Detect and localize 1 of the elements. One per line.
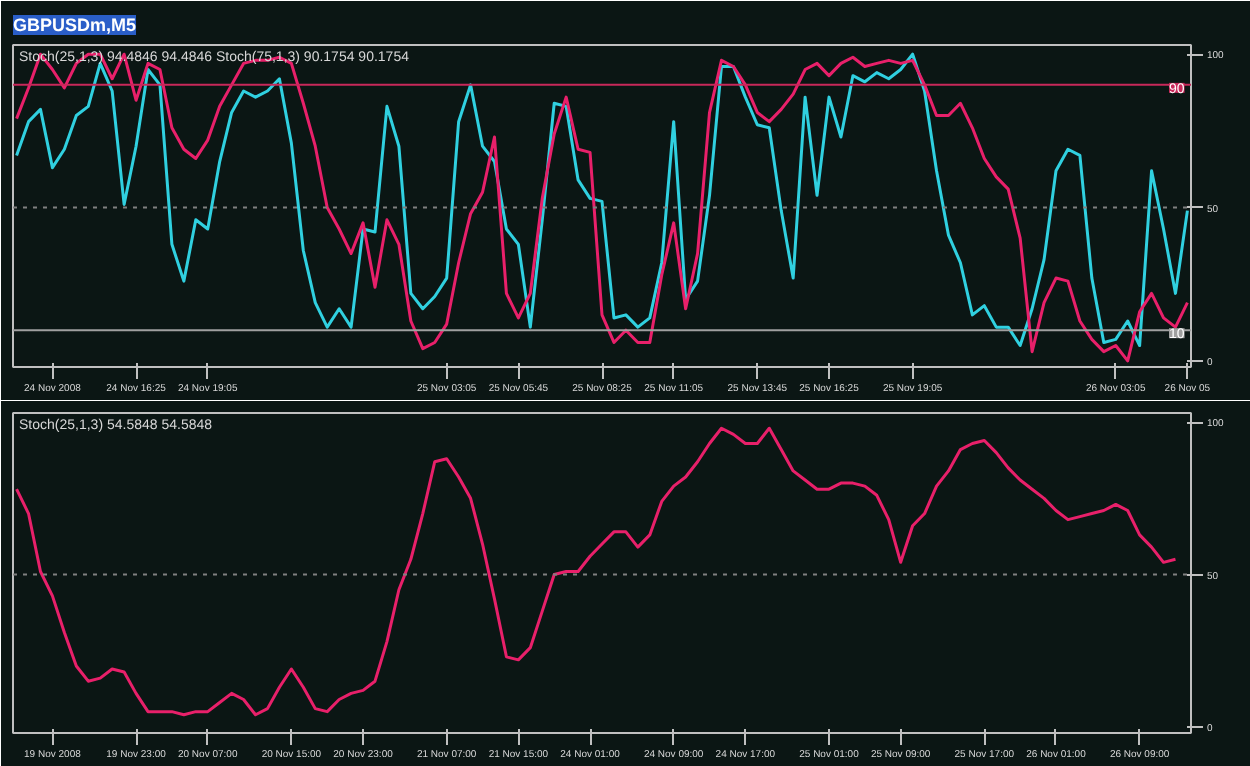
- chart-title: GBPUSDm,M5: [13, 15, 137, 35]
